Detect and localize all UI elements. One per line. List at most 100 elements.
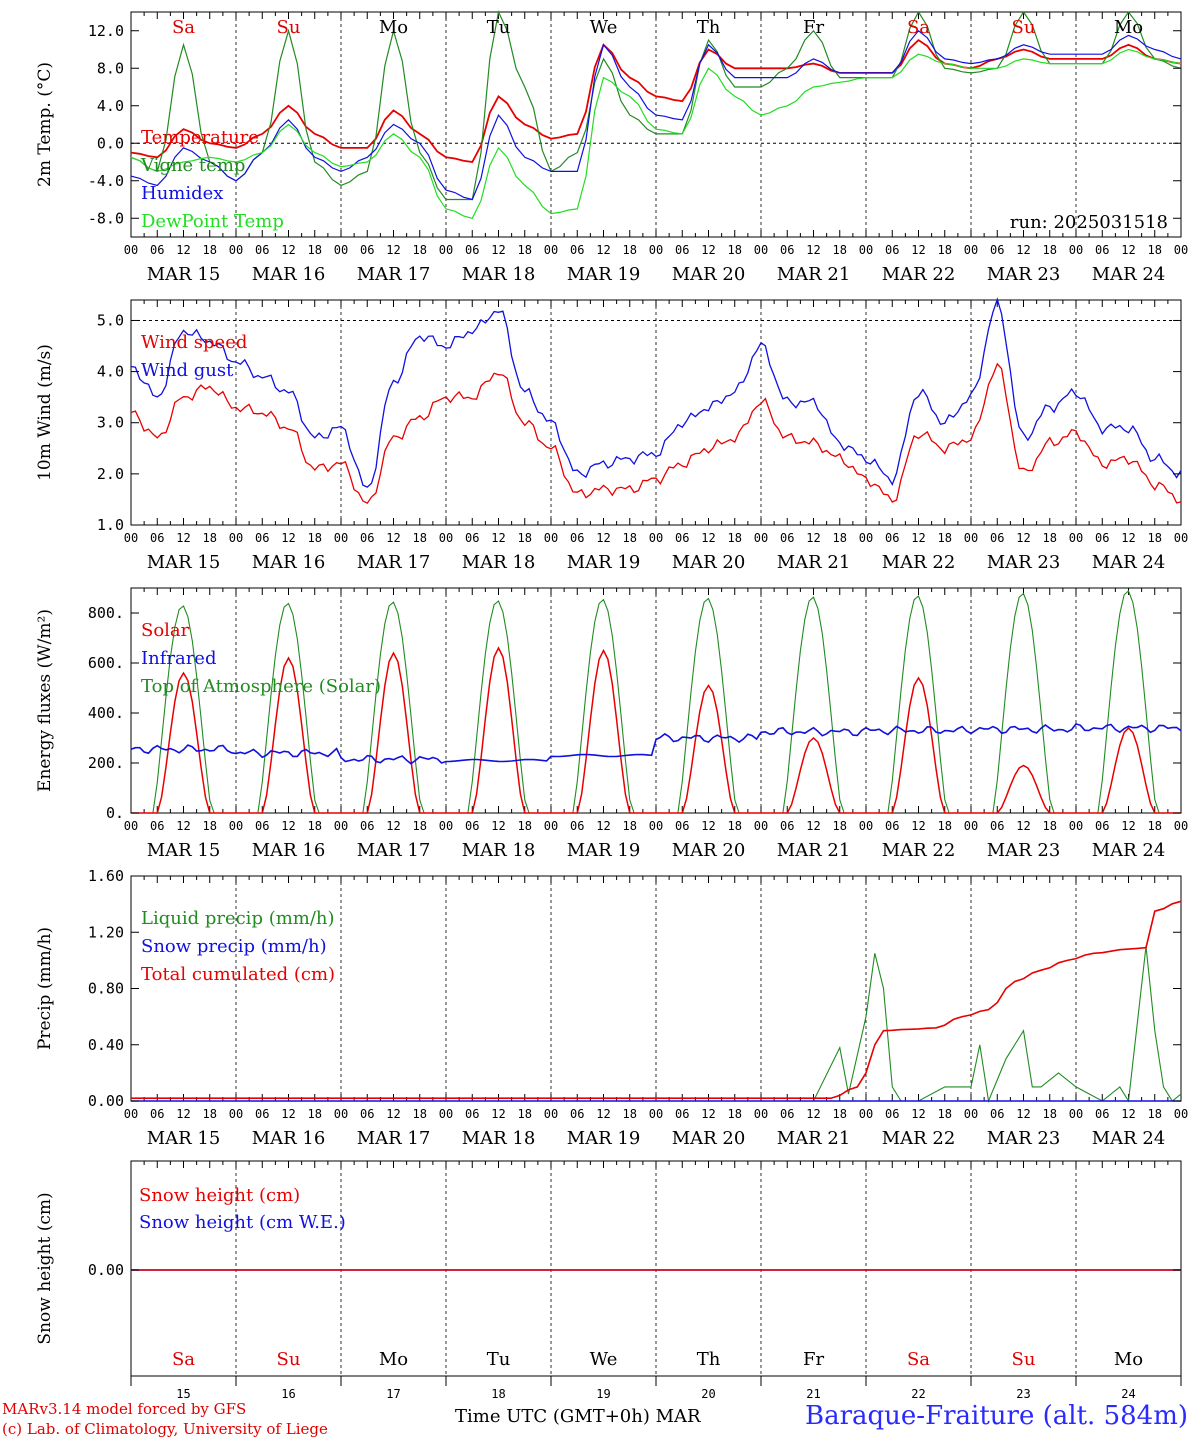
hour-tick-label: 00 [544, 531, 558, 545]
legend-1-1: Vigne temp [140, 155, 245, 176]
hour-tick-label: 18 [1043, 819, 1057, 833]
day-label: MAR 17 [357, 840, 431, 861]
hour-tick-label: 06 [780, 243, 794, 257]
day-number-label: 16 [281, 1387, 295, 1400]
day-label: MAR 20 [672, 840, 746, 861]
weekday-label: Sa [907, 17, 930, 38]
y-tick-label: 1.20 [88, 923, 124, 941]
station-name: Baraque-Fraiture (alt. 584m) [804, 1401, 1188, 1431]
series-humidex [130, 29, 1182, 201]
hour-tick-label: 18 [728, 531, 742, 545]
hour-tick-label: 00 [649, 531, 663, 545]
hour-tick-label: 18 [1148, 1107, 1162, 1121]
hour-tick-label: 18 [833, 243, 847, 257]
hour-tick-label: 06 [255, 1107, 269, 1121]
legend-4-0: Liquid precip (mm/h) [141, 908, 335, 929]
model-credit: MARv3.14 model forced by GFS [2, 1400, 247, 1418]
hour-tick-label: 06 [1095, 531, 1109, 545]
legend-1-0: Temperature [141, 127, 259, 148]
hour-tick-label: 06 [570, 531, 584, 545]
day-label: MAR 19 [567, 552, 641, 573]
hour-tick-label: 00 [1069, 243, 1083, 257]
run-label: run: 2025031518 [1010, 212, 1168, 233]
hour-tick-label: 00 [964, 819, 978, 833]
hour-tick-label: 18 [1148, 531, 1162, 545]
hour-tick-label: 12 [491, 531, 505, 545]
y-tick-label: 1.60 [88, 867, 124, 885]
y-tick-label: 600. [88, 654, 124, 672]
footer-credits: MARv3.14 model forced by GFS (c) Lab. of… [2, 1399, 328, 1439]
day-label: MAR 18 [462, 264, 536, 285]
hour-tick-label: 18 [413, 243, 427, 257]
day-label: MAR 21 [777, 264, 851, 285]
hour-tick-label: 18 [833, 819, 847, 833]
hour-tick-label: 12 [701, 819, 715, 833]
hour-tick-label: 18 [728, 819, 742, 833]
hour-tick-label: 00 [964, 243, 978, 257]
y-tick-label: 8.0 [97, 59, 124, 77]
hour-tick-label: 00 [229, 531, 243, 545]
weekday-label: Sa [172, 17, 195, 38]
hour-tick-label: 06 [885, 531, 899, 545]
day-label: MAR 19 [567, 264, 641, 285]
hour-tick-label: 00 [334, 243, 348, 257]
weekday-label: Mo [1114, 1349, 1143, 1370]
hour-tick-label: 18 [308, 1107, 322, 1121]
hour-tick-label: 00 [334, 819, 348, 833]
hour-tick-label: 06 [465, 819, 479, 833]
panel-frame-2 [130, 299, 1182, 526]
day-label: MAR 23 [987, 840, 1061, 861]
hour-tick-label: 06 [150, 531, 164, 545]
hour-tick-label: 06 [465, 243, 479, 257]
day-label: MAR 23 [987, 1128, 1061, 1149]
y-tick-label: 4.0 [97, 363, 124, 381]
series-wind-speed [130, 362, 1182, 505]
hour-tick-label: 06 [570, 243, 584, 257]
hour-tick-label: 06 [360, 819, 374, 833]
legend-2-1: Wind gust [141, 360, 234, 381]
hour-tick-label: 06 [1095, 819, 1109, 833]
hour-tick-label: 06 [360, 531, 374, 545]
hour-tick-label: 12 [386, 531, 400, 545]
day-label: MAR 16 [252, 1128, 326, 1149]
legend-5-1: Snow height (cm W.E.) [139, 1212, 346, 1233]
hour-tick-label: 06 [990, 819, 1004, 833]
hour-tick-label: 12 [596, 819, 610, 833]
y-tick-label: 200. [88, 754, 124, 772]
hour-tick-label: 18 [938, 243, 952, 257]
hour-tick-label: 12 [491, 243, 505, 257]
weekday-label: Mo [379, 17, 408, 38]
hour-tick-label: 18 [1043, 531, 1057, 545]
day-label: MAR 23 [987, 264, 1061, 285]
day-number-label: 15 [176, 1387, 190, 1400]
y-tick-label: -8.0 [88, 209, 124, 227]
lab-credit: (c) Lab. of Climatology, University of L… [2, 1420, 328, 1438]
hour-tick-label: 00 [124, 819, 138, 833]
hour-tick-label: 18 [938, 819, 952, 833]
legend-3-0: Solar [141, 620, 190, 641]
hour-tick-label: 00 [754, 1107, 768, 1121]
legend-2-0: Wind speed [141, 332, 247, 353]
hour-tick-label: 12 [281, 531, 295, 545]
day-label: MAR 21 [777, 840, 851, 861]
hour-tick-label: 18 [1043, 1107, 1057, 1121]
hour-tick-label: 06 [675, 531, 689, 545]
weekday-label: Sa [907, 1349, 930, 1370]
hour-tick-label: 00 [544, 1107, 558, 1121]
day-number-label: 22 [911, 1387, 925, 1400]
hour-tick-label: 06 [990, 1107, 1004, 1121]
hour-tick-label: 12 [806, 531, 820, 545]
series-dewpoint-temp [130, 48, 1182, 220]
hour-tick-label: 12 [1121, 243, 1135, 257]
day-number-label: 19 [596, 1387, 610, 1400]
weekday-label: Su [277, 17, 301, 38]
hour-tick-label: 00 [1069, 1107, 1083, 1121]
y-axis-label: Snow height (cm) [35, 1192, 55, 1344]
series-wind-gust [130, 297, 1182, 488]
hour-tick-label: 00 [229, 243, 243, 257]
hour-tick-label: 12 [911, 243, 925, 257]
day-label: MAR 19 [567, 1128, 641, 1149]
day-label: MAR 23 [987, 552, 1061, 573]
y-tick-label: 0.80 [88, 980, 124, 998]
day-number-label: 23 [1016, 1387, 1030, 1400]
